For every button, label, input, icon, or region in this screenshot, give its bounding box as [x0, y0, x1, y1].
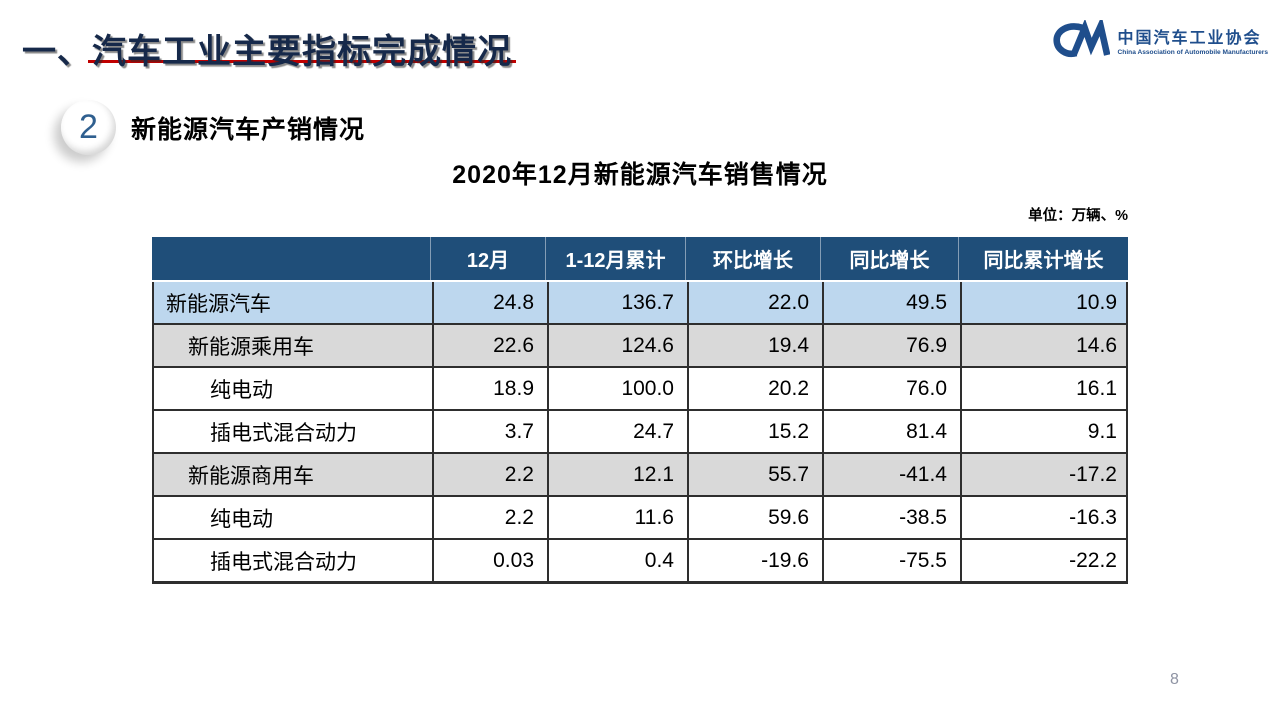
- cell-value: -22.2: [960, 540, 1130, 581]
- column-header: [152, 237, 430, 280]
- cell-value: 12.1: [547, 454, 687, 495]
- page-title-block: 一、汽车工业主要指标完成情况: [22, 24, 516, 73]
- caam-logo: 中国汽车工业协会 China Association of Automobile…: [1052, 20, 1268, 60]
- cell-value: 16.1: [960, 368, 1130, 409]
- table-row: 插电式混合动力 0.03 0.4 -19.6 -75.5 -22.2: [154, 538, 1126, 581]
- section-number-badge: 2: [61, 100, 116, 155]
- caam-logo-mark-icon: [1052, 20, 1110, 57]
- logo-name-en: China Association of Automobile Manufact…: [1117, 49, 1268, 56]
- cell-value: 11.6: [547, 497, 687, 538]
- cell-value: 15.2: [687, 411, 822, 452]
- nev-sales-table: 12月 1-12月累计 环比增长 同比增长 同比累计增长 新能源汽车 24.8 …: [152, 237, 1128, 584]
- logo-name-cn: 中国汽车工业协会: [1117, 30, 1262, 47]
- column-header: 1-12月累计: [545, 237, 685, 280]
- table-row: 新能源汽车 24.8 136.7 22.0 49.5 10.9: [154, 282, 1126, 323]
- cell-value: 2.2: [432, 497, 547, 538]
- cell-value: -41.4: [822, 454, 960, 495]
- column-header: 同比累计增长: [958, 237, 1128, 280]
- cell-value: -75.5: [822, 540, 960, 581]
- cell-value: 19.4: [687, 325, 822, 366]
- cell-value: 81.4: [822, 411, 960, 452]
- cell-value: 100.0: [547, 368, 687, 409]
- column-header: 同比增长: [820, 237, 958, 280]
- page-number: 8: [1170, 671, 1179, 688]
- cell-value: 59.6: [687, 497, 822, 538]
- table-row: 纯电动 2.2 11.6 59.6 -38.5 -16.3: [154, 495, 1126, 538]
- cell-value: 24.8: [432, 282, 547, 323]
- cell-value: 0.4: [547, 540, 687, 581]
- row-label: 新能源商用车: [188, 464, 314, 488]
- page-title: 一、汽车工业主要指标完成情况: [22, 33, 512, 71]
- table-body: 新能源汽车 24.8 136.7 22.0 49.5 10.9 新能源乘用车 2…: [152, 282, 1128, 584]
- section-heading: 新能源汽车产销情况: [131, 116, 366, 144]
- cell-value: 3.7: [432, 411, 547, 452]
- cell-value: -38.5: [822, 497, 960, 538]
- table-header-row: 12月 1-12月累计 环比增长 同比增长 同比累计增长: [152, 237, 1128, 282]
- table-row: 插电式混合动力 3.7 24.7 15.2 81.4 9.1: [154, 409, 1126, 452]
- column-header: 环比增长: [685, 237, 820, 280]
- row-label: 纯电动: [210, 507, 273, 531]
- row-label: 插电式混合动力: [210, 550, 357, 574]
- cell-value: 18.9: [432, 368, 547, 409]
- cell-value: -17.2: [960, 454, 1130, 495]
- cell-value: -16.3: [960, 497, 1130, 538]
- cell-value: 22.0: [687, 282, 822, 323]
- cell-value: 136.7: [547, 282, 687, 323]
- cell-value: 76.9: [822, 325, 960, 366]
- unit-label: 单位：万辆、%: [1028, 208, 1128, 224]
- cell-value: 2.2: [432, 454, 547, 495]
- cell-value: 49.5: [822, 282, 960, 323]
- row-label: 插电式混合动力: [210, 421, 357, 445]
- row-label: 新能源汽车: [166, 292, 271, 316]
- cell-value: 0.03: [432, 540, 547, 581]
- caam-logo-text: 中国汽车工业协会 China Association of Automobile…: [1118, 24, 1268, 56]
- table-row: 纯电动 18.9 100.0 20.2 76.0 16.1: [154, 366, 1126, 409]
- table-row: 新能源乘用车 22.6 124.6 19.4 76.9 14.6: [154, 323, 1126, 366]
- cell-value: 24.7: [547, 411, 687, 452]
- table-title: 2020年12月新能源汽车销售情况: [452, 161, 828, 189]
- cell-value: -19.6: [687, 540, 822, 581]
- cell-value: 55.7: [687, 454, 822, 495]
- row-label: 纯电动: [210, 378, 273, 402]
- cell-value: 22.6: [432, 325, 547, 366]
- cell-value: 10.9: [960, 282, 1130, 323]
- cell-value: 76.0: [822, 368, 960, 409]
- table-row: 新能源商用车 2.2 12.1 55.7 -41.4 -17.2: [154, 452, 1126, 495]
- cell-value: 14.6: [960, 325, 1130, 366]
- column-header: 12月: [430, 237, 545, 280]
- section-number: 2: [79, 108, 98, 146]
- cell-value: 124.6: [547, 325, 687, 366]
- title-red-underline: [88, 60, 516, 63]
- row-label: 新能源乘用车: [188, 335, 314, 359]
- cell-value: 9.1: [960, 411, 1130, 452]
- cell-value: 20.2: [687, 368, 822, 409]
